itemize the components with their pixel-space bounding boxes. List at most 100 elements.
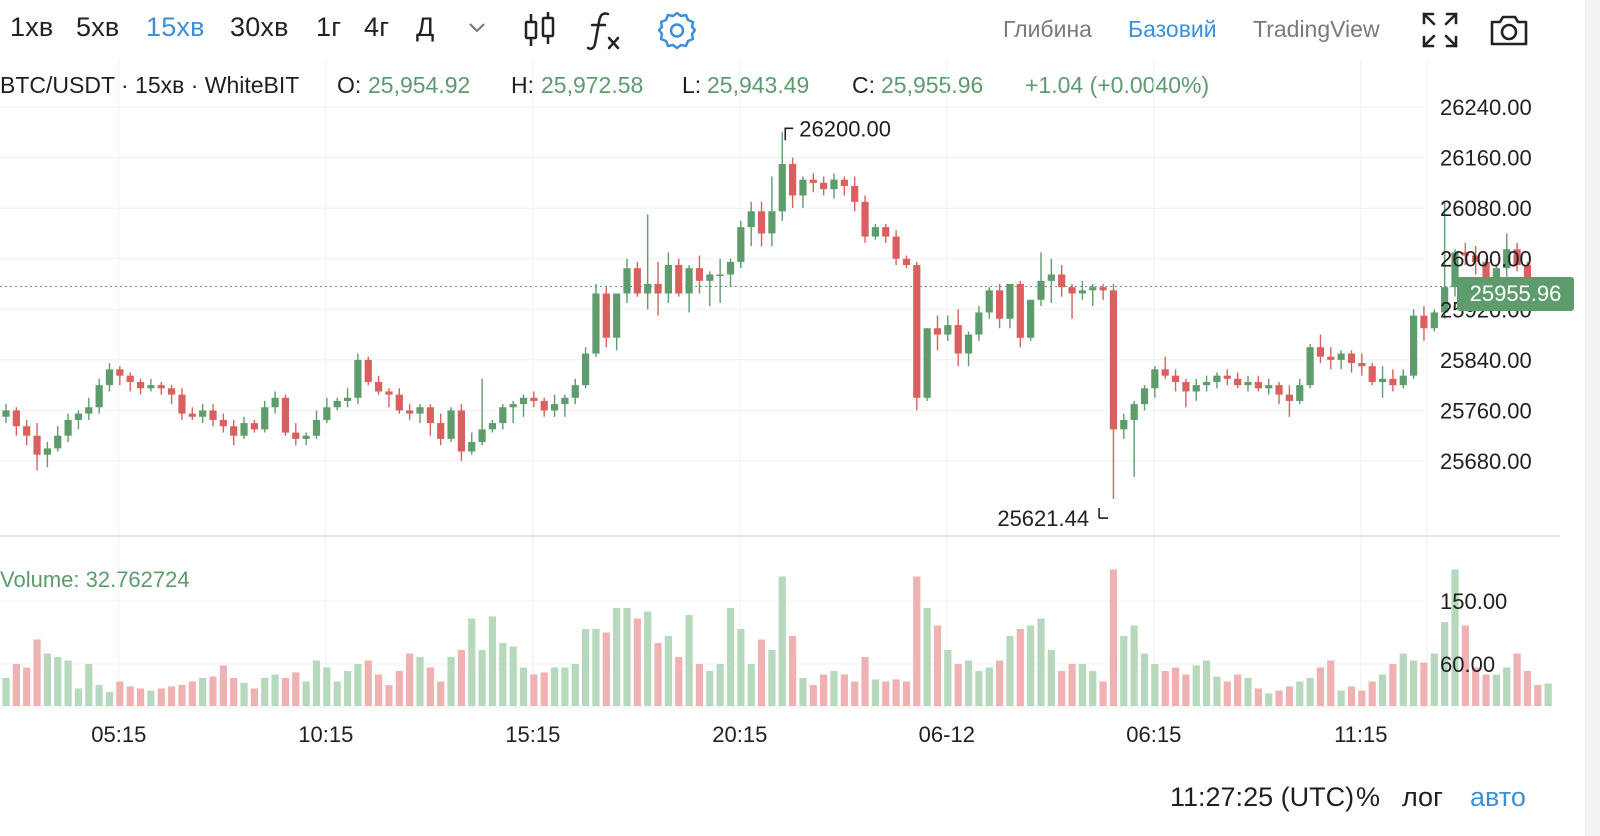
chart-bottom-bar: 11:27:25 (UTC) % лог авто: [0, 780, 1600, 820]
volume-bar: [43, 653, 51, 706]
time-tick-label: 10:15: [298, 722, 353, 747]
price-tick-label: 25760.00: [1440, 398, 1532, 423]
volume-bar: [447, 657, 455, 706]
candlestick-icon[interactable]: [518, 8, 562, 52]
candle-body: [1120, 419, 1128, 430]
high-value: 25,972.58: [541, 72, 644, 98]
percent-scale-toggle[interactable]: %: [1356, 782, 1381, 812]
mode-depth[interactable]: Глибина: [1003, 16, 1092, 42]
candle-body: [292, 432, 300, 439]
volume-bars: [2, 569, 1552, 706]
volume-bar: [933, 625, 942, 706]
volume-bar: [209, 676, 217, 706]
candle-body: [519, 397, 528, 405]
candle-body: [892, 236, 900, 259]
candle-body: [1399, 375, 1407, 386]
chevron-down-icon[interactable]: [462, 12, 492, 42]
candlestick-series: [2, 132, 1552, 499]
log-scale-toggle[interactable]: лог: [1402, 782, 1443, 812]
camera-icon[interactable]: [1487, 8, 1531, 52]
volume-bar: [1244, 678, 1252, 706]
volume-bar: [809, 685, 817, 706]
timeframe-30m[interactable]: 30хв: [230, 12, 289, 42]
candle-body: [74, 413, 83, 420]
candle-body: [1337, 353, 1345, 360]
candle-body: [447, 410, 455, 439]
volume-bar: [1430, 653, 1438, 706]
price-chart[interactable]: 26240.0026160.0026080.0026000.0025920.00…: [0, 60, 1585, 780]
volume-bar: [519, 667, 528, 706]
candle-body: [644, 284, 652, 294]
price-tick-label: 25840.00: [1440, 348, 1532, 373]
volume-bar: [1389, 664, 1397, 706]
timeframe-day[interactable]: Д: [416, 12, 435, 42]
volume-bar: [468, 618, 476, 706]
volume-bar: [1203, 660, 1211, 706]
gear-icon[interactable]: [655, 8, 699, 52]
volume-bar: [136, 688, 145, 706]
volume-bar: [302, 681, 310, 706]
candle-body: [1068, 287, 1076, 294]
volume-bar: [1482, 674, 1490, 706]
volume-bar: [1461, 625, 1469, 706]
candle-body: [1027, 299, 1035, 338]
volume-bar: [861, 657, 869, 706]
auto-scale-toggle[interactable]: авто: [1470, 782, 1526, 812]
candle-body: [1037, 280, 1045, 300]
volume-bar: [364, 660, 372, 706]
candle-body: [778, 163, 786, 212]
candle-body: [1078, 290, 1086, 294]
price-tick-label: 26160.00: [1440, 146, 1532, 171]
volume-bar: [323, 667, 331, 706]
timeframe-15m[interactable]: 15хв: [146, 12, 205, 42]
volume-bar: [375, 674, 383, 706]
volume-bar: [406, 653, 414, 706]
candle-body: [33, 435, 41, 455]
volume-bar: [230, 678, 238, 706]
time-tick-label: 05:15: [91, 722, 146, 747]
volume-bar: [561, 667, 569, 706]
timeframe-5m[interactable]: 5хв: [76, 12, 120, 42]
candle-body: [923, 328, 931, 398]
candle-body: [737, 227, 745, 262]
candle-body: [188, 413, 196, 417]
volume-bar: [820, 674, 828, 706]
open-value: 25,954.92: [368, 72, 471, 98]
function-icon[interactable]: [583, 8, 627, 52]
volume-bar: [1047, 650, 1055, 706]
candle-body: [1378, 378, 1387, 382]
candle-body: [1223, 375, 1231, 379]
volume-bar: [74, 688, 83, 706]
volume-bar: [1109, 569, 1118, 706]
candle-body: [851, 186, 859, 202]
candle-body: [116, 369, 124, 376]
volume-bar: [1089, 671, 1097, 706]
volume-bar: [1099, 681, 1107, 706]
volume-bar: [178, 685, 186, 706]
fullscreen-icon[interactable]: [1418, 8, 1462, 52]
timeframe-1m[interactable]: 1хв: [10, 12, 54, 42]
candle-body: [830, 179, 838, 190]
mode-basic[interactable]: Базовий: [1128, 16, 1217, 42]
volume-bar: [1058, 671, 1066, 706]
symbol-label: BTC/USDT · 15хв · WhiteBIT: [0, 72, 300, 98]
candle-body: [1503, 249, 1511, 269]
volume-tick-label: 60.00: [1440, 652, 1495, 677]
candle-body: [271, 397, 279, 408]
candle-body: [105, 369, 114, 386]
candle-body: [582, 353, 590, 386]
volume-bar: [499, 643, 507, 706]
volume-bar: [1316, 667, 1325, 706]
low-marker: [1098, 508, 1109, 519]
volume-bar: [1223, 681, 1231, 706]
candle-body: [1109, 290, 1118, 430]
mode-tradingview[interactable]: TradingView: [1253, 16, 1380, 42]
candle-body: [861, 201, 869, 237]
change-value: +1.04 (+0.0040%): [1025, 72, 1210, 98]
volume-tick-label: 150.00: [1440, 589, 1507, 614]
timeframe-4h[interactable]: 4г: [364, 12, 390, 42]
volume-bar: [1544, 683, 1552, 706]
timeframe-1h[interactable]: 1г: [316, 12, 342, 42]
volume-bar: [778, 576, 786, 706]
volume-bar: [2, 678, 10, 706]
